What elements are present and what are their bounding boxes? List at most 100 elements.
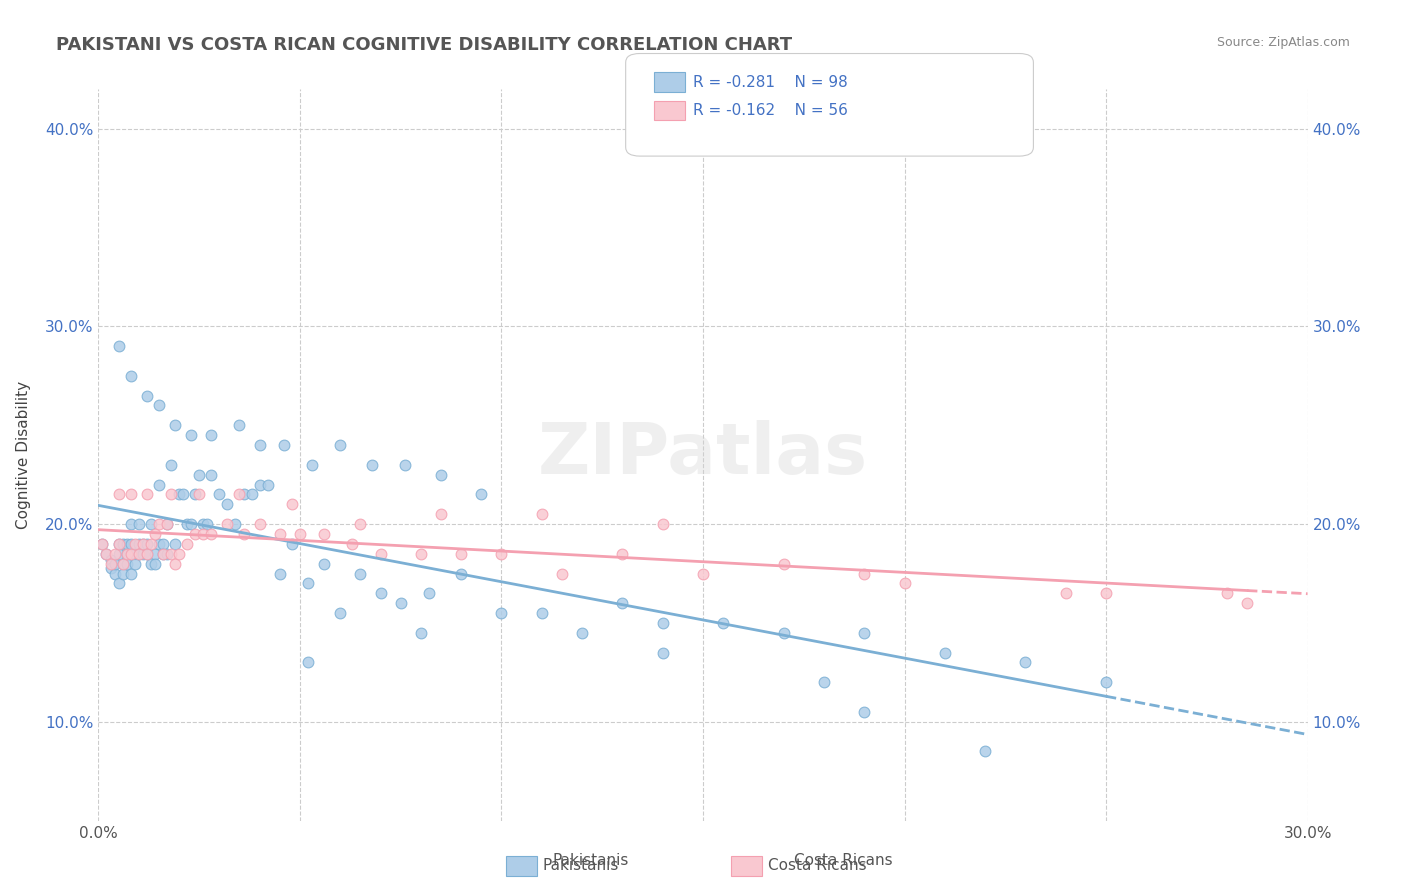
Point [124, 557, 146, 571]
Point [813, 675, 835, 690]
Point [551, 566, 574, 581]
Point [314, 527, 336, 541]
Point [96, 547, 118, 561]
Point [329, 606, 352, 620]
Point [91, 537, 114, 551]
Y-axis label: Cognitive Disability: Cognitive Disability [17, 381, 31, 529]
Point [103, 547, 125, 561]
Point [152, 547, 174, 561]
Text: Pakistanis: Pakistanis [543, 858, 619, 873]
Point [115, 547, 138, 561]
Point [228, 418, 250, 433]
Point [148, 477, 170, 491]
Point [143, 527, 166, 541]
Point [1095, 586, 1118, 600]
Point [135, 537, 157, 551]
Point [143, 557, 166, 571]
Point [934, 646, 956, 660]
Point [200, 467, 222, 482]
Point [132, 537, 155, 551]
Point [107, 547, 129, 561]
Point [115, 557, 138, 571]
Point [120, 368, 142, 383]
Point [132, 547, 155, 561]
Point [530, 606, 553, 620]
Point [651, 646, 673, 660]
Point [692, 566, 714, 581]
Point [148, 537, 170, 551]
Point [91, 537, 114, 551]
Point [139, 557, 162, 571]
Point [418, 586, 440, 600]
Point [200, 428, 222, 442]
Point [430, 467, 453, 482]
Point [249, 477, 271, 491]
Point [188, 467, 211, 482]
Point [193, 527, 215, 541]
Point [711, 615, 734, 630]
Point [249, 438, 271, 452]
Point [450, 566, 472, 581]
Point [135, 547, 157, 561]
Point [470, 487, 492, 501]
Point [342, 537, 364, 551]
Point [152, 547, 174, 561]
Point [651, 615, 673, 630]
Point [120, 517, 142, 532]
Point [139, 517, 162, 532]
Point [361, 458, 384, 472]
Point [107, 537, 129, 551]
Point [103, 557, 125, 571]
Point [651, 517, 673, 532]
Point [612, 547, 634, 561]
Point [135, 487, 157, 501]
Point [96, 547, 118, 561]
Point [1095, 675, 1118, 690]
Point [224, 517, 246, 532]
Point [612, 596, 634, 610]
Point [249, 517, 271, 532]
Point [132, 537, 155, 551]
Point [297, 576, 319, 591]
Point [139, 537, 162, 551]
Point [111, 566, 134, 581]
Text: R = -0.162    N = 56: R = -0.162 N = 56 [693, 103, 848, 119]
Point [120, 547, 142, 561]
Point [1236, 596, 1258, 610]
Text: Pakistanis: Pakistanis [553, 854, 628, 868]
Point [124, 537, 146, 551]
Point [180, 517, 202, 532]
Point [893, 576, 915, 591]
Point [208, 487, 231, 501]
Point [281, 497, 304, 511]
Point [974, 744, 997, 758]
Point [273, 438, 295, 452]
Point [148, 517, 170, 532]
Point [256, 477, 278, 491]
Point [772, 557, 794, 571]
Point [853, 566, 876, 581]
Point [184, 487, 207, 501]
Point [217, 497, 239, 511]
Point [128, 537, 150, 551]
Point [103, 566, 125, 581]
Point [228, 487, 250, 501]
Point [853, 625, 876, 640]
Point [172, 487, 194, 501]
Point [176, 537, 198, 551]
Point [135, 389, 157, 403]
Point [217, 517, 239, 532]
Point [232, 527, 254, 541]
Point [160, 458, 183, 472]
Point [152, 537, 174, 551]
Point [120, 566, 142, 581]
Point [297, 656, 319, 670]
Point [128, 517, 150, 532]
Point [409, 547, 432, 561]
Point [232, 487, 254, 501]
Point [269, 527, 291, 541]
Point [111, 557, 134, 571]
Point [107, 487, 129, 501]
Point [135, 547, 157, 561]
Point [193, 517, 215, 532]
